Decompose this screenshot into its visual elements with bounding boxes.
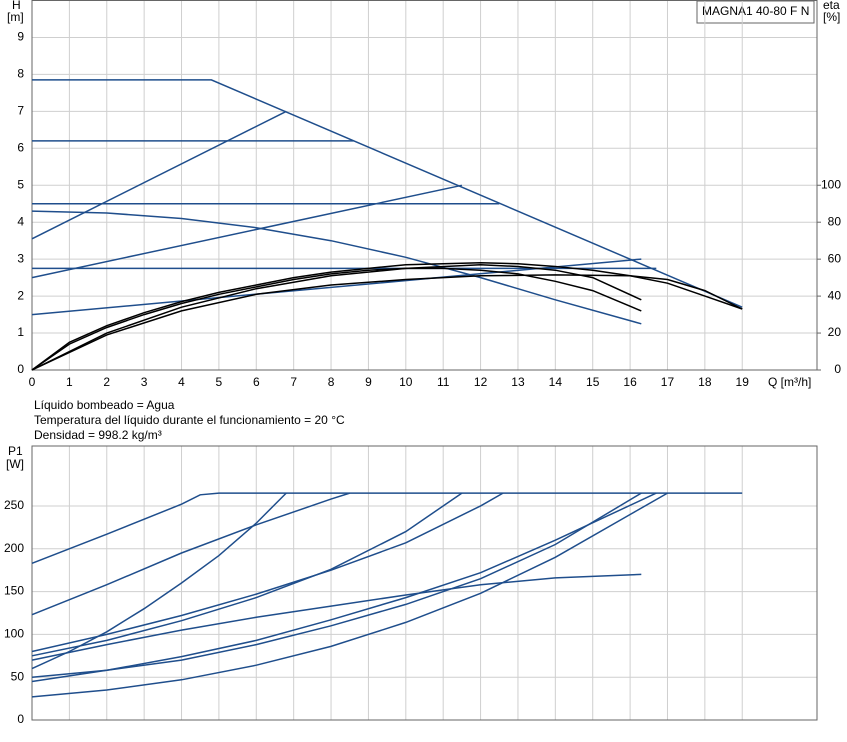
annotation: Densidad = 998.2 kg/m³ <box>34 428 162 442</box>
curve <box>31 492 743 564</box>
y-tick-label: 2 <box>17 288 24 302</box>
x-tick-label: 5 <box>216 375 223 389</box>
curve <box>31 210 642 325</box>
y-tick-label: 3 <box>17 251 24 265</box>
x-tick-label: 11 <box>437 375 450 389</box>
y2-tick-label: 0 <box>834 362 841 376</box>
y-unit: [W] <box>6 457 24 471</box>
y-label: H <box>12 0 21 12</box>
y-tick-label: 8 <box>17 67 24 81</box>
y-tick-label: 0 <box>17 712 24 726</box>
x-tick-label: 4 <box>178 375 185 389</box>
x-tick-label: 16 <box>623 375 637 389</box>
y-tick-label: 6 <box>17 140 24 154</box>
x-tick-label: 1 <box>66 375 73 389</box>
curve <box>31 492 463 657</box>
y2-tick-label: 60 <box>828 251 842 265</box>
curve <box>31 262 743 371</box>
y-tick-label: 7 <box>17 104 24 118</box>
y-tick-label: 200 <box>4 541 24 555</box>
annotation: Temperatura del líquido durante el funci… <box>34 413 345 427</box>
x-tick-label: 0 <box>29 375 36 389</box>
y-tick-label: 150 <box>4 584 24 598</box>
x-tick-label: 18 <box>698 375 712 389</box>
y-tick-label: 4 <box>17 214 24 228</box>
x-tick-label: 7 <box>290 375 297 389</box>
chart-title: MAGNA1 40-80 F N <box>702 4 809 18</box>
y2-tick-label: 80 <box>828 214 842 228</box>
y-tick-label: 250 <box>4 498 24 512</box>
y-tick-label: 0 <box>17 362 24 376</box>
curve <box>32 79 743 308</box>
x-tick-label: 19 <box>736 375 750 389</box>
curve <box>31 263 642 371</box>
curve <box>31 110 287 240</box>
y2-label: eta <box>823 0 840 12</box>
y-tick-label: 100 <box>4 627 24 641</box>
y-tick-label: 5 <box>17 177 24 191</box>
curve <box>31 573 642 661</box>
x-tick-label: 12 <box>474 375 488 389</box>
x-tick-label: 8 <box>328 375 335 389</box>
curve <box>31 492 287 670</box>
y-unit: [m] <box>7 10 24 24</box>
curve <box>31 492 668 698</box>
y2-unit: [%] <box>823 10 840 24</box>
y-tick-label: 50 <box>11 669 25 683</box>
y-tick-label: 9 <box>17 30 24 44</box>
x-tick-label: 17 <box>661 375 675 389</box>
y2-tick-label: 40 <box>828 288 842 302</box>
curve <box>31 267 642 371</box>
y2-tick-label: 20 <box>828 325 842 339</box>
curve <box>31 492 642 678</box>
plot-frame <box>31 445 818 721</box>
x-tick-label: 2 <box>103 375 110 389</box>
curve <box>31 184 463 279</box>
y-tick-label: 1 <box>17 325 24 339</box>
x-tick-label: 14 <box>549 375 563 389</box>
plot-frame <box>31 0 818 371</box>
x-label: Q [m³/h] <box>768 375 811 389</box>
curve <box>31 258 642 316</box>
y2-tick-label: 100 <box>821 177 841 191</box>
x-tick-label: 10 <box>399 375 413 389</box>
x-tick-label: 13 <box>511 375 525 389</box>
annotation: Líquido bombeado = Agua <box>34 398 175 412</box>
curve <box>31 492 657 683</box>
y-label: P1 <box>8 444 23 458</box>
x-tick-label: 15 <box>586 375 600 389</box>
x-tick-label: 3 <box>141 375 148 389</box>
curve <box>31 492 504 653</box>
curve <box>31 492 350 616</box>
x-tick-label: 6 <box>253 375 260 389</box>
x-tick-label: 9 <box>365 375 372 389</box>
curve <box>31 274 743 371</box>
